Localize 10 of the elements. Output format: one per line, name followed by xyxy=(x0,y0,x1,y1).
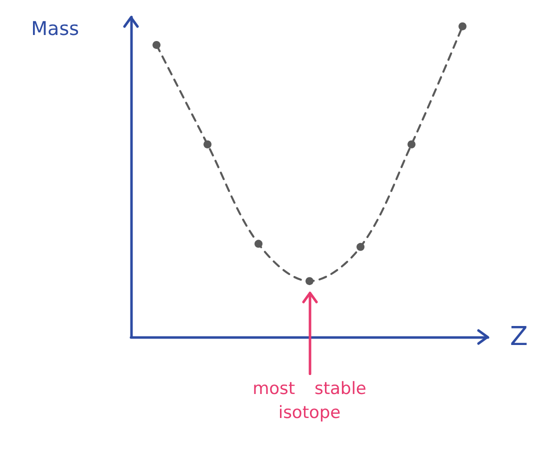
point xyxy=(356,242,364,251)
point xyxy=(152,40,160,49)
x-axis-title: Z xyxy=(510,322,528,352)
point xyxy=(306,277,314,286)
text: most stable isotope xyxy=(252,378,368,425)
point xyxy=(408,140,416,148)
point xyxy=(458,22,466,30)
point xyxy=(254,240,262,248)
point xyxy=(204,140,212,148)
y-axis-title: Mass xyxy=(31,18,79,40)
